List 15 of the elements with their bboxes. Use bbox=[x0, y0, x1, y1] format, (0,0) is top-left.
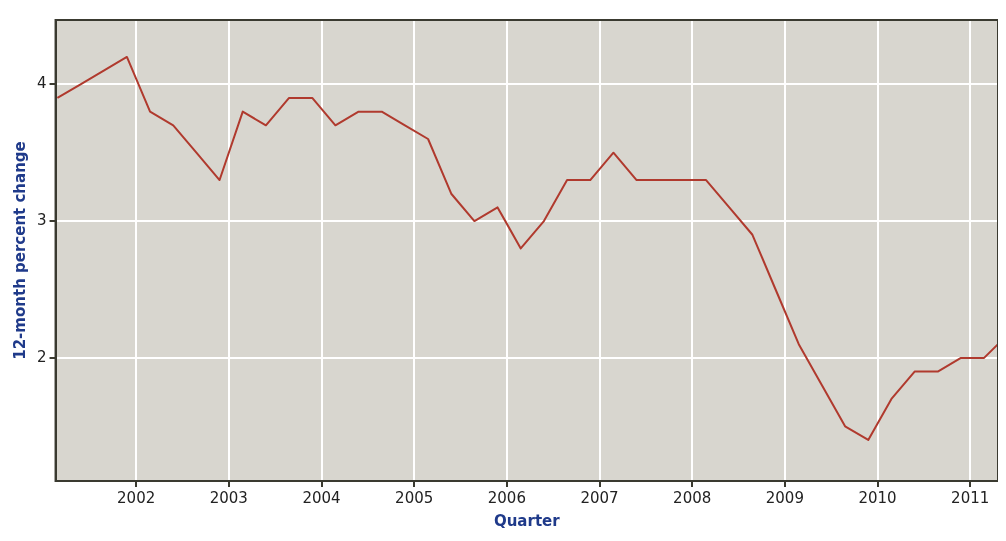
x-tick-label: 2009 bbox=[765, 488, 804, 507]
x-tick-label: 2002 bbox=[117, 488, 156, 507]
x-tick-label: 2008 bbox=[673, 488, 712, 507]
x-tick-label: 2003 bbox=[209, 488, 248, 507]
y-axis-title: 12-month percent change bbox=[10, 141, 29, 360]
x-tick-label: 2004 bbox=[302, 488, 341, 507]
x-tick-label: 2010 bbox=[858, 488, 897, 507]
x-tick-label: 2007 bbox=[580, 488, 619, 507]
y-tick-label: 3 bbox=[37, 210, 47, 229]
x-tick-label: 2006 bbox=[487, 488, 526, 507]
x-axis-title: Quarter bbox=[493, 511, 561, 530]
y-tick-label: 2 bbox=[37, 347, 47, 366]
x-tick-label: 2005 bbox=[395, 488, 434, 507]
y-tick-label: 4 bbox=[37, 74, 47, 93]
x-tick-label: 2011 bbox=[951, 488, 990, 507]
